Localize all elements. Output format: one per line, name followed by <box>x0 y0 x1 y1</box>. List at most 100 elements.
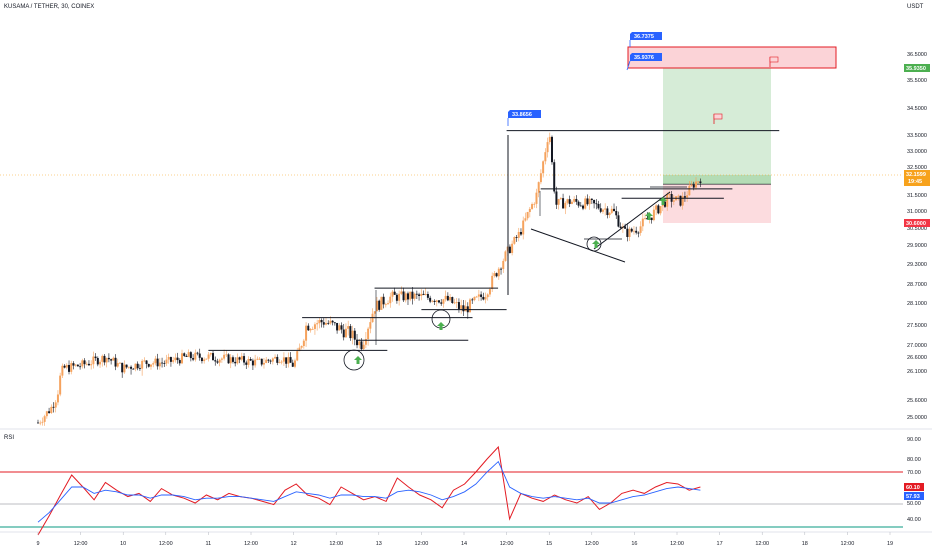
candle-body <box>174 357 177 361</box>
candle-body <box>387 303 390 305</box>
candle-body <box>329 320 332 324</box>
candle-body <box>464 306 467 312</box>
price-callout[interactable]: 36.7375 <box>629 32 662 47</box>
candle-body <box>455 302 458 303</box>
candle-body <box>411 291 414 299</box>
candle-body <box>502 260 505 270</box>
candle-body <box>172 360 175 362</box>
time-tick: 11 <box>206 541 212 547</box>
candle-body <box>105 357 108 363</box>
price-tick: 33.0000 <box>907 149 927 155</box>
candle-body <box>632 230 635 232</box>
candle-body <box>666 194 669 207</box>
candle-body <box>92 356 95 365</box>
candle-body <box>147 363 150 367</box>
svg-text:60.10: 60.10 <box>906 485 920 491</box>
price-tick: 25.0000 <box>907 415 927 421</box>
candle-body <box>584 198 587 209</box>
candle-body <box>344 328 347 338</box>
candle-body <box>488 289 491 295</box>
candle-body <box>194 352 197 360</box>
candle-body <box>72 363 75 366</box>
candle-body <box>639 226 642 233</box>
trend-line <box>530 228 626 263</box>
currency-label: USDT <box>907 4 924 10</box>
candle-body <box>37 422 39 424</box>
candle-body <box>59 375 62 395</box>
time-axis[interactable]: 9 12:00 10 12:00 11 12:00 12 12:00 13 12:00 14 12:0… <box>36 532 893 547</box>
candle-body <box>96 358 99 365</box>
time-tick: 12:00 <box>329 541 343 547</box>
candle-body <box>114 357 117 367</box>
candle-body <box>528 208 531 213</box>
target-box[interactable] <box>627 46 837 69</box>
candle-body <box>340 325 343 330</box>
candle-body <box>240 356 243 360</box>
candle-body <box>406 293 409 300</box>
candle-body <box>243 356 246 363</box>
candle-body <box>444 295 447 300</box>
time-tick: 17 <box>717 541 723 547</box>
candle-body <box>566 199 569 203</box>
candle-body <box>610 208 613 213</box>
candle-body <box>289 357 292 363</box>
drawings-layer[interactable] <box>208 130 780 351</box>
price-tick: 29.9000 <box>907 243 927 249</box>
price-tick: 28.7000 <box>907 282 927 288</box>
candle-body <box>635 230 638 233</box>
time-tick: 12:00 <box>74 541 88 547</box>
candle-body <box>460 305 463 309</box>
time-tick: 9 <box>36 541 39 547</box>
circle-marker[interactable] <box>586 236 602 252</box>
candle-body <box>158 362 161 367</box>
candle-body <box>176 357 179 361</box>
candle-body <box>429 297 432 302</box>
price-tick: 35.5000 <box>907 78 927 84</box>
price-axis[interactable]: 36.5000 35.5000 34.5000 33.5000 33.0000 32.50… <box>907 52 927 421</box>
candle-body <box>338 325 341 331</box>
candle-body <box>296 351 299 361</box>
price-tick: 34.5000 <box>907 106 927 112</box>
candle-body <box>608 212 611 216</box>
candle-body <box>557 199 560 205</box>
candle-body <box>143 360 146 362</box>
candle-body <box>220 358 223 360</box>
candle-body <box>262 362 265 365</box>
candle-body <box>440 302 443 304</box>
candle-body <box>373 311 376 314</box>
candle-body <box>362 344 365 350</box>
arrow-up-icon <box>592 240 600 248</box>
candle-body <box>686 195 689 198</box>
candle-body <box>535 192 538 204</box>
candle-body <box>398 293 401 301</box>
stop-zone[interactable] <box>663 184 771 223</box>
candle-body <box>500 268 503 270</box>
candle-body <box>307 325 310 331</box>
rsi-line <box>37 445 701 536</box>
candle-body <box>679 195 682 206</box>
candle-body <box>167 357 170 360</box>
candle-body <box>39 422 42 424</box>
candle-body <box>309 329 312 331</box>
price-callout[interactable]: 33.8656 <box>507 110 541 126</box>
candle-body <box>353 330 356 340</box>
price-callout[interactable]: 35.9376 <box>626 53 662 71</box>
rsi-tick: 70.00 <box>907 470 921 476</box>
candle-body <box>311 328 314 330</box>
candle-body <box>533 203 536 205</box>
candle-body <box>402 291 405 301</box>
candle-body <box>274 356 277 359</box>
candle-body <box>564 202 567 209</box>
target-zone[interactable] <box>663 67 771 184</box>
candle-body <box>590 198 593 200</box>
candle-body <box>169 357 172 362</box>
candle-body <box>550 136 553 163</box>
candle-body <box>515 237 518 238</box>
rsi-ma-value-badge: 57.93 <box>904 492 924 500</box>
long-position-tool[interactable] <box>663 67 771 223</box>
circle-marker[interactable] <box>343 349 365 371</box>
price-tick: 26.1000 <box>907 369 927 375</box>
candle-body <box>225 354 228 356</box>
